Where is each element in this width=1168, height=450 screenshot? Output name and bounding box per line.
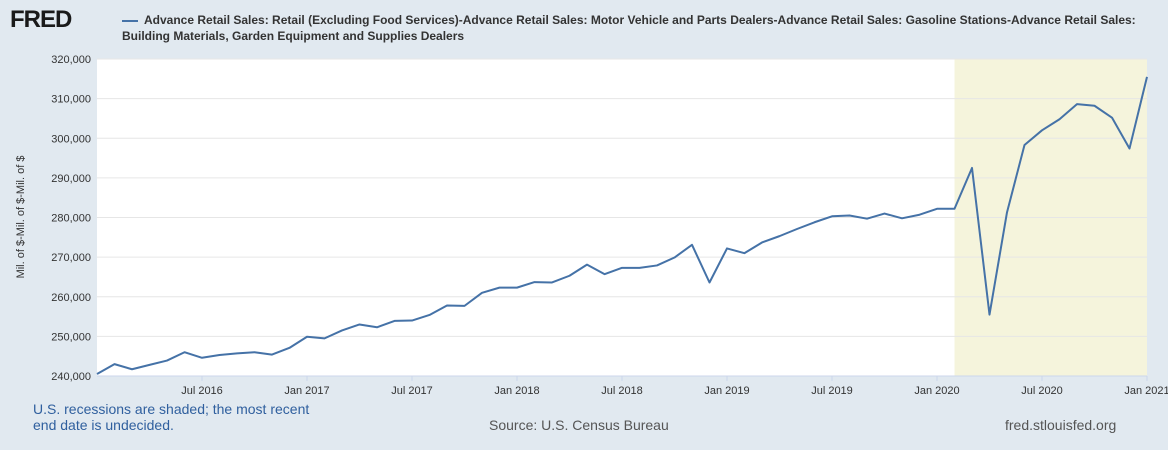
y-tick-label: 260,000 — [51, 292, 91, 304]
y-tick-label: 300,000 — [51, 133, 91, 145]
x-tick-label: Jul 2016 — [181, 385, 223, 397]
y-axis-label: Mil. of $-Mil. of $-Mil. of $ — [15, 156, 27, 279]
y-tick-label: 250,000 — [51, 331, 91, 343]
y-tick-label: 270,000 — [51, 252, 91, 264]
x-tick-label: Jan 2021 — [1124, 385, 1168, 397]
x-tick-label: Jan 2017 — [284, 385, 329, 397]
x-tick-label: Jul 2019 — [811, 385, 853, 397]
legend-key — [122, 19, 138, 22]
y-tick-label: 320,000 — [51, 54, 91, 66]
legend: Advance Retail Sales: Retail (Excluding … — [122, 12, 1152, 44]
x-tick-label: Jul 2017 — [391, 385, 433, 397]
source: Source: U.S. Census Bureau — [489, 417, 669, 433]
x-tick-label: Jan 2019 — [704, 385, 749, 397]
x-tick-label: Jul 2020 — [1021, 385, 1063, 397]
url: fred.stlouisfed.org — [1005, 417, 1117, 433]
y-tick-label: 280,000 — [51, 213, 91, 225]
legend-label: Advance Retail Sales: Retail (Excluding … — [122, 13, 1136, 43]
series-line — [96, 76, 1148, 375]
logo: FRED — [10, 6, 72, 33]
y-tick-label: 290,000 — [51, 173, 91, 185]
y-tick-label: 310,000 — [51, 94, 91, 106]
x-tick-label: Jan 2020 — [914, 385, 959, 397]
y-tick-label: 240,000 — [51, 371, 91, 383]
x-tick-label: Jul 2018 — [601, 385, 643, 397]
x-tick-label: Jan 2018 — [494, 385, 539, 397]
note: U.S. recessions are shaded; the most rec… — [33, 401, 310, 433]
